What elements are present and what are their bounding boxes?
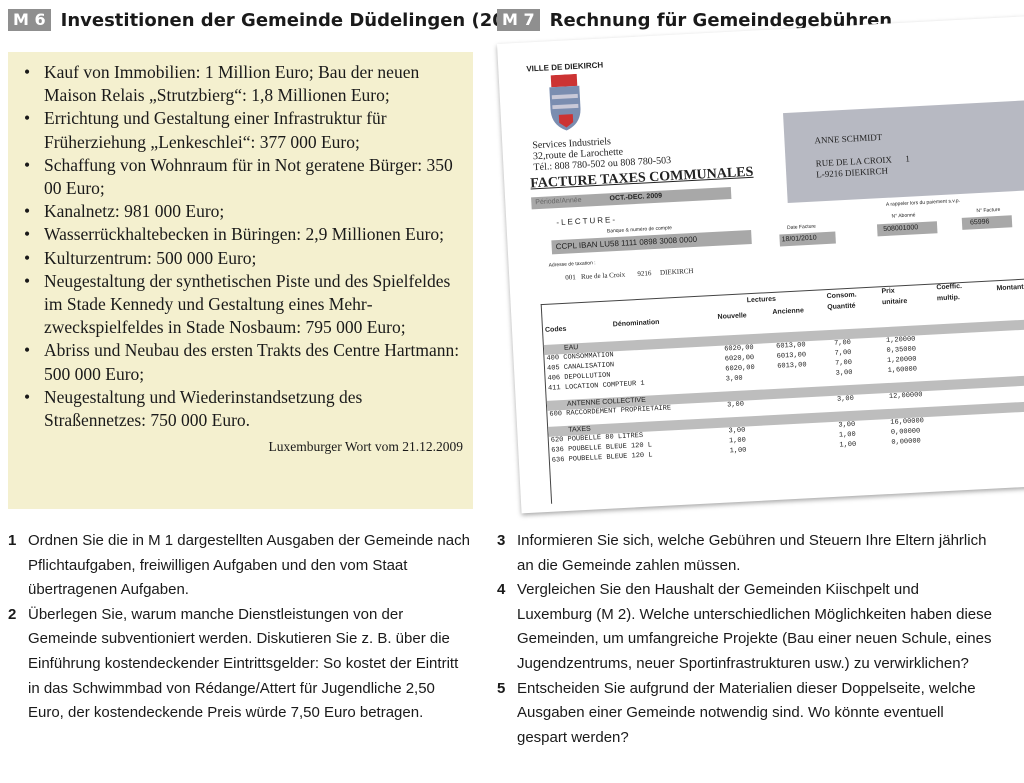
invoice-image: VILLE DE DIEKIRCH Services Industriels 3… [497,14,1024,514]
cell-nouvelle: 6020,00 [724,343,754,354]
facture-label: N° Facture [976,206,1001,215]
sender-address: Services Industriels 32,route de Laroche… [532,133,671,173]
col-codes: Codes [544,325,567,334]
investment-item: Neugestaltung und Wiederinstandsetzung d… [18,386,463,432]
investment-item: Kanalnetz: 981 000 Euro; [18,200,463,223]
cell-ancienne: 6013,00 [776,341,806,351]
period-label: Période/Année [535,196,582,207]
m6-badge: M 6 [8,9,51,31]
task-item: 3 Informieren Sie sich, welche Gebühren u… [497,529,997,578]
investment-list: Kauf von Immobilien: 1 Million Euro; Bau… [18,61,463,432]
cell-nouvelle: 3,00 [727,400,745,410]
col-lectures: Lectures [746,295,777,305]
cell-qty: 3,00 [838,420,856,430]
cell-nouvelle: 3,00 [728,426,746,436]
task-item: 5 Entscheiden Sie aufgrund der Materialie… [497,677,997,751]
taxation-label: Adresse de taxation : [548,260,596,269]
col-ancienne: Ancienne [772,307,805,316]
cell-nouvelle: 3,00 [725,374,743,384]
col-multip: multip. [936,294,961,303]
investment-item: Kulturzentrum: 500 000 Euro; [18,247,463,270]
date-value: 18/01/2010 [779,231,836,247]
investment-item: Kauf von Immobilien: 1 Million Euro; Bau… [18,61,463,107]
cell-qty: 1,00 [839,440,857,450]
abonne-value: 508001000 [876,221,938,237]
task-text: Entscheiden Sie aufgrund der Materialien… [517,679,976,746]
task-number: 4 [497,581,506,599]
invoice-town: VILLE DE DIEKIRCH [526,60,604,74]
cell-nouvelle: 6020,00 [725,363,755,374]
cell-price: 1,20000 [885,335,916,346]
cell-price: 0,00000 [891,437,921,447]
recipient-box: ANNE SCHMIDT RUE DE LA CROIX 1 L-9216 DI… [783,98,1024,204]
m7-badge: M 7 [497,9,540,31]
col-coeffic: Coeffic. [936,283,963,292]
task-number: 3 [497,532,506,549]
cell-ancienne: 6013,00 [777,361,807,371]
investment-item: Schaffung von Wohnraum für in Not gerate… [18,154,463,200]
recipient-name: ANNE SCHMIDT [814,131,883,146]
cell-price: 0,35000 [886,345,917,356]
cell-price: 1,20000 [886,355,917,366]
investment-item: Errichtung und Gestaltung einer Infrastr… [18,107,463,153]
col-quantite: Quantité [827,302,856,312]
task-number: 1 [8,532,17,549]
taxation-address: 001 Rue de la Croix 9216 DIEKIRCH [565,267,694,282]
cell-price: 12,00000 [888,391,923,401]
cell-qty: 7,00 [833,338,852,348]
task-item: 2 Überlegen Sie, warum manche Dienstleist… [8,603,474,726]
m6-header: M 6 Investitionen der Gemeinde Düdelinge… [8,9,538,31]
col-nouvelle: Nouvelle [717,312,747,321]
task-number: 2 [8,605,17,623]
cell-qty: 3,00 [835,368,853,378]
source-citation: Luxemburger Wort vom 21.12.2009 [268,439,463,455]
col-consom: Consom. [826,291,857,301]
cell-qty: 3,00 [836,394,855,404]
lecture-label: -LECTURE- [556,214,618,228]
bank-field: CCPL IBAN LU58 1111 0898 3008 0000 [551,229,752,255]
cell-ancienne: 6013,00 [776,351,807,361]
questions-left: 1 Ordnen Sie die in M 1 dargestellten Aus… [8,529,474,726]
col-prix: Prix [881,287,895,296]
investment-item: Wasserrückhaltebecken in Büringen: 2,9 M… [18,223,463,246]
period-value: OCT.-DEC. 2009 [609,192,663,203]
cell-qty: 7,00 [834,348,852,358]
task-number: 5 [497,679,506,697]
task-text: Überlegen Sie, warum manche Dienstleistu… [28,605,459,722]
m7-header: M 7 Rechnung für Gemeindegebühren [497,9,892,31]
coat-of-arms-icon [549,73,581,131]
cell-qty: 7,00 [834,358,853,368]
abonne-label: N° Abonné [891,212,916,220]
m6-title: Investitionen der Gemeinde Düdelingen (2… [60,9,539,31]
table-body: EAU 400 CONSOMMATION 6020,00 6013,00 7,00 1,2… [543,317,1024,467]
investment-item: Neugestaltung der synthetischen Piste un… [18,270,463,340]
m6-investments-box: Kauf von Immobilien: 1 Million Euro; Bau… [8,52,473,509]
col-montant: Montant [996,283,1024,293]
col-unitaire: unitaire [881,297,908,307]
task-text: Informieren Sie sich, welche Gebühren un… [517,532,987,574]
cell-nouvelle: 1,00 [729,446,747,456]
cell-nouvelle: 1,00 [728,436,747,446]
recall-label: A rappeler lors du paiement s.v.p. [885,197,961,208]
questions-right: 3 Informieren Sie sich, welche Gebühren u… [497,529,997,750]
cell-price: 16,00000 [890,417,925,427]
facture-value: 65996 [961,215,1013,230]
task-text: Vergleichen Sie den Haushalt der Gemeind… [517,581,992,672]
investment-item: Abriss und Neubau des ersten Trakts des … [18,339,463,385]
cell-price: 0,00000 [890,427,921,437]
date-label: Date Facture [786,223,817,232]
m7-title: Rechnung für Gemeindegebühren [549,9,893,31]
cell-price: 1,60000 [887,365,918,375]
cell-qty: 1,00 [838,430,856,440]
cell-nouvelle: 6020,00 [724,353,755,364]
invoice-table: Codes Dénomination Lectures Nouvelle Anc… [540,276,1024,504]
task-item: 4 Vergleichen Sie den Haushalt der Gemein… [497,578,997,676]
col-denomination: Dénomination [612,318,660,329]
task-item: 1 Ordnen Sie die in M 1 dargestellten Aus… [8,529,474,603]
task-text: Ordnen Sie die in M 1 dargestellten Ausg… [28,532,470,599]
